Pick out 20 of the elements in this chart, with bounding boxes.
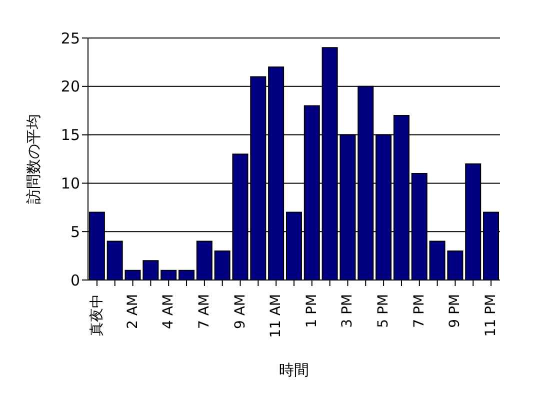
y-axis-title: 訪問数の平均 (24, 114, 42, 204)
y-tick-label: 20 (60, 78, 80, 96)
y-tick-label: 25 (60, 29, 80, 48)
x-tick-label: 4 AM (160, 294, 177, 330)
x-tick-label: 7 PM (411, 294, 428, 328)
x-axis-title: 時間 (279, 361, 309, 379)
x-tick-label: 7 AM (196, 294, 212, 330)
x-tick-label: 3 PM (340, 294, 356, 328)
y-tick-label: 15 (60, 126, 80, 144)
x-tick-label: 9 AM (232, 294, 248, 330)
y-tick-label: 5 (70, 222, 80, 241)
x-tick-label: 9 PM (447, 294, 464, 328)
x-tick-label: 11 PM (483, 294, 500, 337)
y-tick-label: 0 (70, 271, 80, 290)
x-tick-label: 11 AM (268, 294, 284, 338)
y-tick-label: 10 (60, 174, 80, 193)
x-tick-label: 5 PM (376, 294, 392, 328)
x-tick-label: 真夜中 (88, 294, 105, 336)
x-tick-label: 2 AM (124, 294, 141, 330)
x-tick-label: 1 PM (304, 294, 320, 328)
